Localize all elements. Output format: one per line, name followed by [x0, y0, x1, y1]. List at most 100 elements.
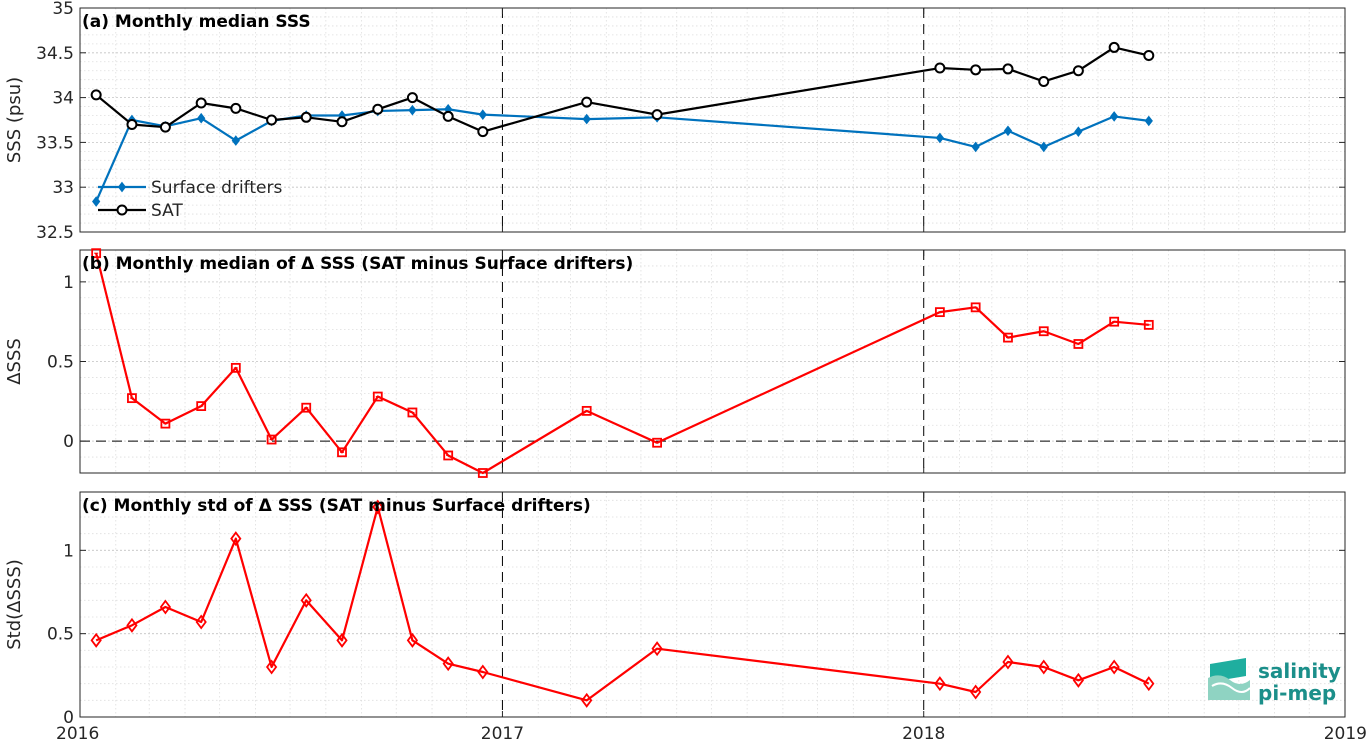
- data-point: [197, 112, 206, 124]
- data-point: [1038, 659, 1050, 675]
- data-point: [1143, 49, 1155, 61]
- panel-title: (b) Monthly median of Δ SSS (SAT minus S…: [82, 254, 633, 274]
- data-point: [126, 617, 138, 633]
- data-point: [406, 92, 418, 104]
- panel-3: 0 0.5 1 2016 2017 2018 2019 Std(ΔSSS) (c) Monthl…: [4, 491, 1367, 744]
- data-point: [92, 196, 101, 207]
- data-point: [477, 126, 489, 138]
- series-1: [90, 499, 1155, 708]
- y-axis-label: Std(ΔSSS): [4, 559, 25, 650]
- data-point: [90, 632, 102, 648]
- data-point: [1108, 41, 1120, 53]
- data-point: [1002, 63, 1014, 75]
- legend: Surface drifters SAT: [98, 178, 282, 221]
- data-point: [651, 109, 663, 121]
- data-point: [442, 656, 454, 672]
- data-point: [652, 437, 662, 448]
- data-point: [230, 102, 242, 114]
- logo-line2: pi-mep: [1258, 681, 1336, 705]
- data-point: [971, 141, 980, 153]
- data-point: [1073, 339, 1084, 349]
- data-point: [160, 418, 171, 429]
- data-point: [336, 116, 348, 128]
- data-point: [1072, 672, 1085, 688]
- data-point: [442, 110, 454, 122]
- data-point: [372, 499, 384, 515]
- y-tick-label: 0: [63, 708, 74, 728]
- series-line: [95, 505, 1150, 702]
- data-point: [1038, 75, 1050, 87]
- data-point: [934, 62, 946, 74]
- data-point: [231, 135, 240, 146]
- axes-box: [79, 491, 1346, 718]
- x-tick-label: 2019: [1324, 724, 1367, 744]
- legend-label: Surface drifters: [151, 178, 282, 198]
- data-point: [1039, 141, 1048, 153]
- axes-box: [79, 7, 1346, 233]
- data-point: [1144, 115, 1153, 127]
- data-point: [337, 447, 347, 458]
- x-tick-label: 2016: [56, 724, 99, 744]
- data-point: [301, 402, 312, 413]
- data-point: [372, 391, 383, 402]
- x-tick-label: 2018: [902, 724, 945, 744]
- series-1: [91, 248, 1154, 478]
- data-point: [1002, 654, 1014, 670]
- y-tick-label: 32.5: [36, 223, 74, 243]
- data-point: [159, 599, 172, 615]
- data-point: [934, 676, 946, 692]
- data-point: [126, 118, 138, 130]
- data-point: [300, 111, 312, 123]
- y-tick-label: 1: [63, 541, 74, 561]
- data-point: [1143, 676, 1155, 692]
- data-point: [159, 121, 171, 133]
- data-point: [477, 664, 489, 680]
- y-axis-label: SSS (psu): [4, 77, 25, 163]
- data-point: [478, 109, 487, 120]
- data-point: [582, 113, 591, 125]
- data-point: [117, 181, 127, 193]
- data-point: [90, 89, 102, 101]
- data-point: [195, 614, 207, 630]
- data-point: [300, 592, 312, 608]
- data-point: [91, 248, 102, 259]
- y-tick-label: 0.5: [47, 625, 74, 645]
- data-point: [372, 103, 384, 115]
- data-point: [408, 104, 417, 116]
- panel-1: 32.5 33 33.5 34 34.5 35 SSS (psu) (a) Monthly m…: [4, 0, 1346, 243]
- y-axis-label: ΔSSS: [4, 338, 25, 385]
- data-point: [934, 307, 945, 318]
- logo: salinity pi-mep: [1208, 658, 1341, 705]
- data-point: [651, 641, 663, 657]
- data-point: [1074, 126, 1083, 137]
- series-line: [95, 252, 1149, 475]
- data-point: [581, 96, 593, 108]
- data-point: [116, 204, 128, 216]
- y-tick-label: 34: [52, 89, 74, 109]
- data-point: [230, 531, 242, 547]
- y-tick-label: 33.5: [36, 133, 74, 153]
- logo-line1: salinity: [1258, 659, 1341, 683]
- data-point: [407, 407, 418, 418]
- data-point: [1143, 319, 1154, 330]
- data-point: [1003, 332, 1013, 343]
- panel-title: (c) Monthly std of Δ SSS (SAT minus Surf…: [82, 496, 591, 516]
- y-tick-label: 1: [63, 273, 74, 293]
- data-point: [1003, 125, 1013, 137]
- logo-wave-icon-2: [1208, 675, 1250, 700]
- data-point: [581, 692, 593, 708]
- y-tick-label: 35: [52, 0, 74, 19]
- x-tick-label: 2017: [481, 724, 524, 744]
- data-point: [127, 393, 137, 404]
- y-tick-label: 0: [63, 432, 74, 452]
- y-tick-label: 33: [52, 178, 74, 198]
- data-point: [265, 659, 278, 675]
- data-point: [477, 468, 488, 478]
- data-point: [336, 632, 348, 648]
- y-tick-label: 34.5: [36, 44, 74, 64]
- data-point: [581, 405, 592, 416]
- data-point: [935, 132, 945, 144]
- data-point: [1108, 659, 1120, 675]
- data-point: [1072, 65, 1084, 77]
